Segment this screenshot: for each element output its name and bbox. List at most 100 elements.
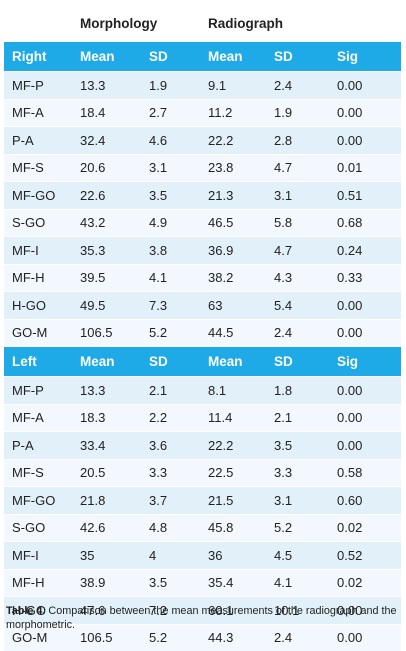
caption-label: Table 4.: [6, 605, 45, 617]
table-cell-radiograph-sd: 4.7: [274, 237, 292, 264]
table-cell-radiograph-sd: 5.4: [274, 292, 292, 319]
table-cell-radiograph-mean: 36: [208, 542, 222, 569]
table-cell-sig: 0.00: [337, 72, 362, 99]
table-cell-sig: 0.00: [337, 377, 362, 404]
table-cell-morphology-sd: 4.1: [149, 265, 167, 292]
table-cell-radiograph-mean: 22.5: [208, 460, 233, 487]
table-cell-radiograph-sd: 4.5: [274, 542, 292, 569]
table-cell-radiograph-sd: 2.4: [274, 320, 292, 347]
table-cell-radiograph-sd: 1.9: [274, 100, 292, 127]
table-cell-radiograph-sd: 5.2: [274, 515, 292, 542]
group-header-row: Morphology Radiograph: [4, 5, 401, 41]
header-cell-morphology-mean: Mean: [80, 42, 115, 71]
group-header-morphology: Morphology: [80, 5, 157, 41]
header-cell-radiograph-sd: SD: [274, 347, 293, 376]
table-cell-sig: 0.00: [337, 100, 362, 127]
table-cell-measure: MF-H: [12, 265, 45, 292]
table-cell-morphology-mean: 32.4: [80, 127, 105, 154]
table-cell-morphology-mean: 42.6: [80, 515, 105, 542]
table-cell-radiograph-mean: 46.5: [208, 210, 233, 237]
table-cell-sig: 0.00: [337, 320, 362, 347]
table-cell-radiograph-sd: 4.3: [274, 265, 292, 292]
group-header-radiograph: Radiograph: [208, 5, 283, 41]
table-cell-radiograph-mean: 23.8: [208, 155, 233, 182]
table-cell-radiograph-sd: 5.8: [274, 210, 292, 237]
table-cell-morphology-sd: 4.6: [149, 127, 167, 154]
table-cell-radiograph-mean: 21.3: [208, 182, 233, 209]
table-cell-morphology-mean: 18.4: [80, 100, 105, 127]
table-cell-morphology-sd: 3.7: [149, 487, 167, 514]
table-cell-sig: 0.02: [337, 570, 362, 597]
table-cell-morphology-sd: 3.8: [149, 237, 167, 264]
table-cell-radiograph-mean: 45.8: [208, 515, 233, 542]
table-cell-radiograph-sd: 3.5: [274, 432, 292, 459]
table-cell-sig: 0.02: [337, 515, 362, 542]
header-cell-measure: Left: [12, 347, 37, 376]
table-cell-morphology-sd: 3.1: [149, 155, 167, 182]
table-cell-morphology-mean: 49.5: [80, 292, 105, 319]
table-cell-radiograph-mean: 21.5: [208, 487, 233, 514]
table-cell-radiograph-mean: 11.4: [208, 405, 232, 432]
table-cell-radiograph-sd: 2.1: [274, 405, 292, 432]
table-cell-sig: 0.52: [337, 542, 362, 569]
table-cell-measure: MF-A: [12, 100, 44, 127]
table-cell-morphology-mean: 20.5: [80, 460, 105, 487]
table-cell-measure: MF-S: [12, 155, 44, 182]
header-cell-morphology-mean: Mean: [80, 347, 115, 376]
table-caption: Table 4. Comparison between the mean mea…: [6, 604, 400, 632]
table-cell-morphology-sd: 3.5: [149, 182, 167, 209]
table-cell-radiograph-sd: 3.1: [274, 487, 292, 514]
table-row: MF-S 20.6 3.1 23.8 4.7 0.01: [4, 154, 401, 182]
table-cell-measure: MF-P: [12, 72, 44, 99]
header-cell-radiograph-mean: Mean: [208, 42, 243, 71]
table-cell-morphology-sd: 3.6: [149, 432, 167, 459]
table-cell-sig: 0.68: [337, 210, 362, 237]
table-cell-radiograph-sd: 4.7: [274, 155, 292, 182]
table-cell-morphology-mean: 35: [80, 542, 94, 569]
caption-text: Comparison between the mean measurements…: [6, 605, 397, 631]
table-cell-sig: 0.51: [337, 182, 362, 209]
table-cell-morphology-mean: 13.3: [80, 377, 105, 404]
table-row: MF-A 18.4 2.7 11.2 1.9 0.00: [4, 99, 401, 127]
table-cell-sig: 0.00: [337, 292, 362, 319]
header-cell-sig: Sig: [337, 347, 358, 376]
table-cell-measure: P-A: [12, 432, 34, 459]
table-cell-morphology-sd: 3.3: [149, 460, 167, 487]
header-cell-radiograph-mean: Mean: [208, 347, 243, 376]
table-cell-morphology-sd: 2.7: [149, 100, 167, 127]
table-cell-radiograph-mean: 11.2: [208, 100, 232, 127]
table-cell-morphology-sd: 7.3: [149, 292, 167, 319]
table-cell-morphology-mean: 35.3: [80, 237, 105, 264]
table-cell-radiograph-mean: 9.1: [208, 72, 226, 99]
table-cell-sig: 0.00: [337, 127, 362, 154]
table-cell-sig: 0.01: [337, 155, 362, 182]
table-cell-measure: MF-P: [12, 377, 44, 404]
table-cell-measure: MF-A: [12, 405, 44, 432]
table-cell-sig: 0.00: [337, 432, 362, 459]
header-cell-morphology-sd: SD: [149, 42, 168, 71]
table-cell-morphology-mean: 22.6: [80, 182, 105, 209]
table-cell-radiograph-mean: 63: [208, 292, 222, 319]
table-cell-sig: 0.58: [337, 460, 362, 487]
table-cell-morphology-mean: 20.6: [80, 155, 105, 182]
table-cell-radiograph-mean: 8.1: [208, 377, 226, 404]
table-cell-morphology-mean: 13.3: [80, 72, 105, 99]
table-cell-radiograph-mean: 35.4: [208, 570, 233, 597]
table-cell-morphology-sd: 2.1: [149, 377, 167, 404]
table-cell-morphology-sd: 2.2: [149, 405, 167, 432]
